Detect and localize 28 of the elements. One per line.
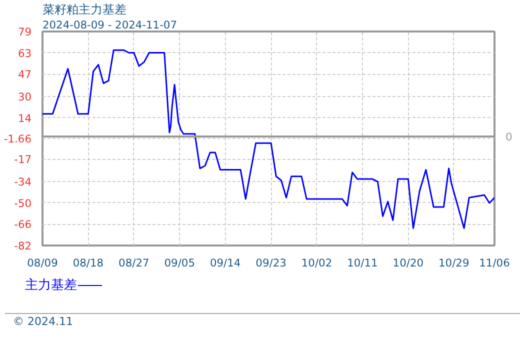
y-tick-label: -82 bbox=[14, 240, 32, 252]
x-tick-label: 08/09 bbox=[27, 256, 58, 270]
chart-subtitle: 2024-08-09 - 2024-11-07 bbox=[42, 18, 177, 32]
x-tick-label: 10/02 bbox=[301, 256, 332, 270]
x-tick-label: 10/11 bbox=[347, 256, 378, 270]
y-tick-label: 14 bbox=[18, 112, 32, 125]
y-tick-label: 30 bbox=[18, 90, 32, 104]
x-tick-label: 10/20 bbox=[392, 256, 424, 270]
x-tick-label: 08/18 bbox=[72, 256, 104, 270]
x-tick-label: 09/14 bbox=[210, 256, 241, 270]
text: © 2024.11 bbox=[13, 314, 73, 330]
y-tick-label: -1.66 bbox=[4, 132, 32, 146]
x-tick-label: 10/29 bbox=[438, 256, 470, 270]
legend-label: 主力基差 bbox=[25, 278, 77, 293]
y-tick-label: -50 bbox=[14, 196, 32, 210]
y-tick-label: -17 bbox=[14, 153, 32, 166]
x-tick-label: 11/06 bbox=[479, 256, 510, 270]
chart-title: 菜籽粕主力基差 bbox=[42, 2, 126, 16]
x-tick-label: 09/05 bbox=[164, 256, 195, 270]
line-series bbox=[42, 49, 494, 229]
x-tick-label: 08/27 bbox=[118, 256, 150, 270]
y-tick-label: -34 bbox=[14, 176, 32, 189]
y-tick-label: 63 bbox=[18, 46, 32, 60]
y-tick-label: 79 bbox=[18, 26, 32, 38]
y-tick-label: -66 bbox=[14, 218, 32, 232]
ref-line-label: 0 bbox=[506, 130, 512, 144]
y-tick-label: 47 bbox=[18, 68, 32, 82]
x-tick-label: 09/23 bbox=[256, 256, 286, 270]
